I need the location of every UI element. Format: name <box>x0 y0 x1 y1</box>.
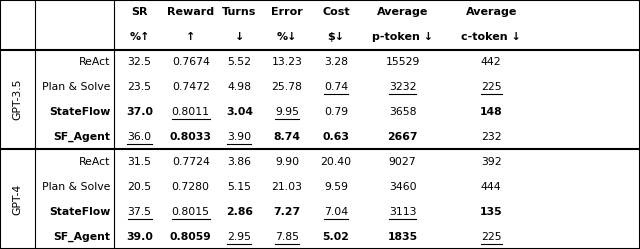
Text: 0.7280: 0.7280 <box>172 182 210 192</box>
Text: 3.90: 3.90 <box>227 132 252 142</box>
Text: Reward: Reward <box>167 7 214 17</box>
Text: %↑: %↑ <box>129 32 150 42</box>
Text: 225: 225 <box>481 232 502 242</box>
Text: 3.86: 3.86 <box>227 157 252 167</box>
Text: 25.78: 25.78 <box>271 82 303 92</box>
Text: 9.90: 9.90 <box>275 157 299 167</box>
Text: 9.59: 9.59 <box>324 182 348 192</box>
Text: Plan & Solve: Plan & Solve <box>42 182 111 192</box>
Text: p-token ↓: p-token ↓ <box>372 32 433 42</box>
Text: ReAct: ReAct <box>79 157 111 167</box>
Text: 0.7472: 0.7472 <box>172 82 210 92</box>
Text: ↓: ↓ <box>235 32 244 42</box>
Text: %↓: %↓ <box>276 32 298 42</box>
Text: 0.79: 0.79 <box>324 107 348 117</box>
Text: GPT-3.5: GPT-3.5 <box>12 79 22 120</box>
Text: 392: 392 <box>481 157 502 167</box>
Text: 0.8011: 0.8011 <box>172 107 210 117</box>
Text: 20.40: 20.40 <box>321 157 351 167</box>
Text: 5.02: 5.02 <box>323 232 349 242</box>
Text: 442: 442 <box>481 57 502 67</box>
Text: 9027: 9027 <box>388 157 417 167</box>
Text: Cost: Cost <box>322 7 350 17</box>
Text: 148: 148 <box>480 107 502 117</box>
Text: 4.98: 4.98 <box>227 82 252 92</box>
Text: 0.7724: 0.7724 <box>172 157 210 167</box>
Text: c-token ↓: c-token ↓ <box>461 32 521 42</box>
Text: 5.15: 5.15 <box>227 182 252 192</box>
Text: 31.5: 31.5 <box>127 157 152 167</box>
Text: 3.28: 3.28 <box>324 57 348 67</box>
Text: StateFlow: StateFlow <box>49 107 111 117</box>
Text: Average: Average <box>465 7 517 17</box>
Text: 3658: 3658 <box>389 107 416 117</box>
Text: Average: Average <box>377 7 428 17</box>
Text: 39.0: 39.0 <box>126 232 153 242</box>
Text: 36.0: 36.0 <box>127 132 152 142</box>
Text: 2.95: 2.95 <box>227 232 252 242</box>
Text: 0.7674: 0.7674 <box>172 57 210 67</box>
Text: 23.5: 23.5 <box>127 82 152 92</box>
Text: 0.8033: 0.8033 <box>170 132 212 142</box>
Text: 20.5: 20.5 <box>127 182 152 192</box>
Text: 15529: 15529 <box>385 57 420 67</box>
Text: 21.03: 21.03 <box>271 182 303 192</box>
Text: Plan & Solve: Plan & Solve <box>42 82 111 92</box>
Text: 0.8015: 0.8015 <box>172 207 210 217</box>
Text: 32.5: 32.5 <box>127 57 152 67</box>
Text: 13.23: 13.23 <box>271 57 303 67</box>
Text: 3113: 3113 <box>389 207 416 217</box>
Text: 232: 232 <box>481 132 502 142</box>
Text: Turns: Turns <box>222 7 257 17</box>
Text: 0.74: 0.74 <box>324 82 348 92</box>
Text: 0.8059: 0.8059 <box>170 232 212 242</box>
Text: 444: 444 <box>481 182 502 192</box>
Text: SR: SR <box>131 7 148 17</box>
Text: SF_Agent: SF_Agent <box>54 132 111 142</box>
Text: 8.74: 8.74 <box>273 132 301 142</box>
Text: ReAct: ReAct <box>79 57 111 67</box>
Text: 3232: 3232 <box>389 82 416 92</box>
Text: 3460: 3460 <box>388 182 417 192</box>
Text: 225: 225 <box>481 82 502 92</box>
Text: 0.63: 0.63 <box>323 132 349 142</box>
Text: 5.52: 5.52 <box>227 57 252 67</box>
Text: StateFlow: StateFlow <box>49 207 111 217</box>
Text: 7.85: 7.85 <box>275 232 299 242</box>
Text: 9.95: 9.95 <box>275 107 299 117</box>
Text: $↓: $↓ <box>328 32 344 42</box>
Text: 7.04: 7.04 <box>324 207 348 217</box>
Text: 37.0: 37.0 <box>126 107 153 117</box>
Text: SF_Agent: SF_Agent <box>54 231 111 242</box>
Text: 1835: 1835 <box>387 232 418 242</box>
Text: Error: Error <box>271 7 303 17</box>
Text: 7.27: 7.27 <box>273 207 301 217</box>
Text: GPT-4: GPT-4 <box>12 184 22 215</box>
Text: 37.5: 37.5 <box>127 207 152 217</box>
Text: 2667: 2667 <box>387 132 418 142</box>
Text: 135: 135 <box>480 207 502 217</box>
Text: 2.86: 2.86 <box>226 207 253 217</box>
Text: ↑: ↑ <box>186 32 195 42</box>
Text: 3.04: 3.04 <box>226 107 253 117</box>
